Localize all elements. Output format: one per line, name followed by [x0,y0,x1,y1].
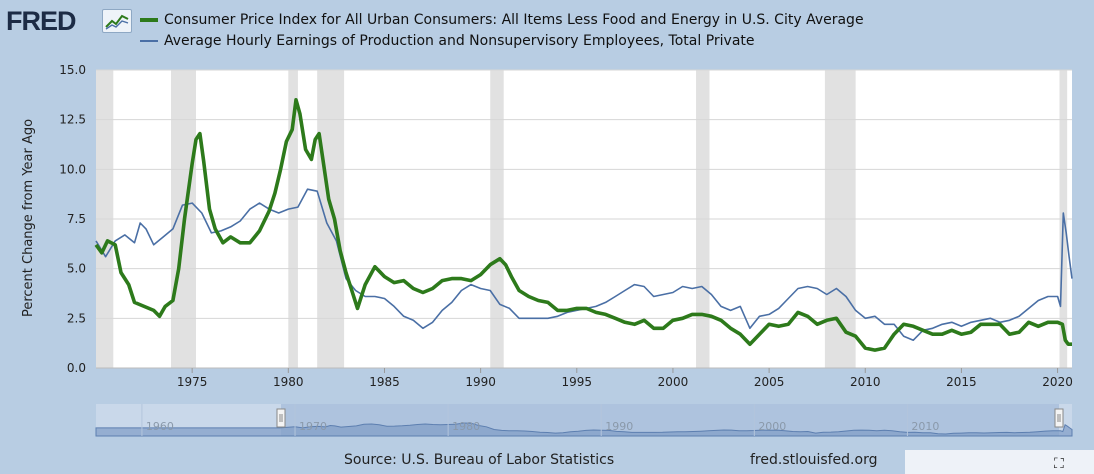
x-tick-label: 2000 [658,375,689,389]
x-axis: 1975 1980 1985 1990 1995 2000 2005 2010 2015 2020 [177,368,1073,389]
fullscreen-icon[interactable]: ⛶ [1054,456,1064,472]
x-tick-label: 1985 [369,375,400,389]
chart-line-icon [102,9,132,33]
range-navigator[interactable]: 1960 1970 1980 1990 2000 2010 [95,404,1073,437]
series-lines [94,98,1073,352]
source-text: Source: U.S. Bureau of Labor Statistics [344,452,615,468]
legend-label-earnings: Average Hourly Earnings of Production an… [164,33,755,49]
fullscreen-panel [905,450,1094,474]
legend-swatch-cpi [140,18,158,22]
chart-header: FRED Consumer Price Index for All Urban … [0,0,1094,60]
navigator-handle-left[interactable] [276,408,286,428]
series-line-cpi [94,98,1072,352]
y-axis-label: Percent Change from Year Ago [21,119,36,317]
x-tick-label: 1980 [273,375,304,389]
chart-area: 0.0 2.5 5.0 7.5 10.0 12.5 15.0 1975 1980 1985 199… [21,63,1073,437]
y-tick-label: 15.0 [59,63,86,77]
y-tick-label: 5.0 [67,262,86,276]
navigator-tick-label: 1970 [299,420,327,433]
x-tick-label: 2005 [754,375,785,389]
y-tick-label: 0.0 [67,361,86,375]
x-tick-label: 1990 [465,375,496,389]
navigator-area [95,422,1073,437]
series-line-earnings [95,188,1073,341]
x-tick-label: 2010 [850,375,881,389]
navigator-ticks: 1960 1970 1980 1990 2000 2010 [141,404,939,436]
legend-item-earnings[interactable]: Average Hourly Earnings of Production an… [140,32,755,50]
x-tick-label: 2015 [946,375,977,389]
navigator-tick-label: 1990 [605,420,633,433]
y-tick-label: 2.5 [67,311,86,325]
y-tick-label: 10.0 [59,162,86,176]
x-tick-label: 1975 [177,375,208,389]
legend-label-cpi: Consumer Price Index for All Urban Consu… [164,12,864,28]
y-axis: 0.0 2.5 5.0 7.5 10.0 12.5 15.0 [59,63,1072,375]
fred-url-link[interactable]: fred.stlouisfed.org [750,452,878,468]
navigator-tick-label: 2010 [911,420,939,433]
x-tick-label: 2020 [1042,375,1073,389]
legend-item-cpi[interactable]: Consumer Price Index for All Urban Consu… [140,11,864,29]
navigator-tick-label: 1980 [452,420,480,433]
legend-swatch-earnings [140,40,158,42]
y-tick-label: 7.5 [67,212,86,226]
fred-logo[interactable]: FRED [6,6,76,36]
x-tick-label: 1995 [562,375,593,389]
navigator-handle-right[interactable] [1054,408,1064,428]
y-tick-label: 12.5 [59,113,86,127]
gridlines [96,69,1072,319]
navigator-tick-label: 2000 [758,420,786,433]
navigator-tick-label: 1960 [146,420,174,433]
